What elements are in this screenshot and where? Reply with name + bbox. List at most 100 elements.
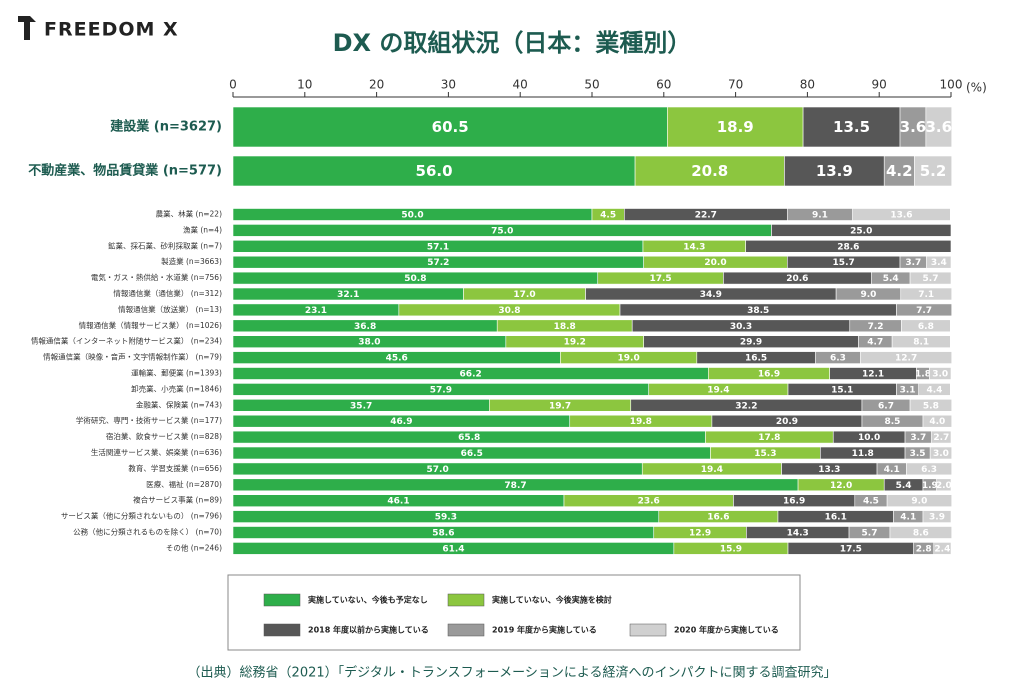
logo-icon (18, 16, 36, 40)
x-tick-label: 60 (656, 78, 671, 92)
logo-text: FREEDOM X (44, 19, 179, 41)
data-label: 75.0 (491, 226, 513, 236)
data-label: 10.0 (858, 433, 880, 443)
bar-segment (914, 155, 953, 187)
data-label: 46.9 (390, 417, 412, 427)
bar-segment (891, 335, 951, 349)
data-label: 15.7 (833, 258, 855, 268)
data-label: 13.5 (833, 118, 870, 136)
category-label: 漁業 (n=4) (183, 224, 222, 234)
data-label: 14.3 (787, 529, 809, 539)
data-label: 57.2 (427, 258, 449, 268)
data-label: 12.9 (689, 529, 711, 539)
bar-segment (925, 106, 953, 148)
data-label: 17.8 (758, 433, 780, 443)
bar-segment (906, 462, 953, 476)
category-label: 宿泊業、飲食サービス業 (n=828) (106, 431, 222, 441)
category-label: 農業、林業 (n=22) (156, 209, 222, 219)
bar-segment (852, 208, 951, 221)
data-label: 61.4 (442, 544, 464, 554)
bar-segment (232, 155, 636, 187)
x-tick-label: 70 (728, 78, 743, 92)
data-label: 12.7 (895, 354, 917, 364)
legend-label: 2018 年度以前から実施している (308, 625, 429, 635)
data-label: 8.5 (885, 417, 901, 427)
data-label: 12.1 (862, 370, 884, 380)
data-label: 4.1 (884, 465, 900, 475)
data-label: 4.2 (886, 162, 913, 180)
data-label: 23.6 (638, 497, 660, 507)
data-label: 13.3 (818, 465, 840, 475)
legend-label: 2020 年度から実施している (674, 625, 779, 635)
x-tick-label: 100 (940, 78, 963, 92)
bar-segment (929, 367, 952, 380)
bar-segment (889, 526, 953, 539)
category-label: 金融業、保険業 (n=743) (136, 399, 222, 409)
category-label: その他 (n=246) (166, 542, 222, 552)
data-label: 66.2 (460, 370, 482, 380)
data-label: 60.5 (432, 118, 469, 136)
data-label: 23.1 (305, 306, 327, 316)
legend-swatch (447, 623, 485, 637)
data-label: 58.6 (432, 529, 454, 539)
data-label: 50.0 (401, 211, 423, 221)
data-label: 8.1 (913, 338, 929, 348)
data-label: 38.0 (358, 338, 380, 348)
chart-title: DX の取組状況（日本：業種別） (333, 29, 692, 57)
category-label: 情報通信業（放送業） (n=13) (118, 304, 222, 314)
bar-segment (909, 271, 952, 285)
data-label: 16.6 (707, 513, 729, 523)
data-label: 46.1 (387, 497, 409, 507)
data-label: 3.6 (900, 118, 927, 136)
data-label: 1.9 (922, 481, 938, 491)
data-label: 19.4 (701, 465, 723, 475)
bar-segment (929, 446, 953, 460)
data-label: 4.5 (863, 497, 879, 507)
data-label: 28.6 (837, 242, 859, 252)
bar-segment (922, 510, 952, 523)
bar-segment (901, 319, 951, 333)
data-label: 56.0 (416, 162, 453, 180)
bar-segment (926, 255, 952, 269)
category-label: 製造業 (n=3663) (161, 256, 222, 266)
category-label: 教育、学習支援業 (n=656) (128, 463, 222, 473)
data-label: 6.3 (921, 465, 937, 475)
x-tick-label: 20 (369, 78, 384, 92)
category-label: 情報通信業（映像・音声・文字情報制作業） (n=79) (43, 352, 222, 362)
data-label: 57.9 (430, 385, 452, 395)
data-label: 2.4 (934, 544, 950, 554)
data-label: 1.8 (915, 370, 931, 380)
category-label: 公務（他に分類されるものを除く） (n=70) (73, 527, 222, 537)
x-tick-label: 40 (513, 78, 528, 92)
bar-segment (886, 494, 953, 508)
data-label: 20.6 (786, 274, 808, 284)
data-label: 78.7 (504, 481, 526, 491)
data-label: 3.1 (900, 385, 916, 395)
data-label: 5.2 (920, 162, 947, 180)
x-tick-label: 80 (800, 78, 815, 92)
data-label: 7.7 (916, 306, 932, 316)
category-label: 卸売業、小売業 (n=1846) (131, 383, 222, 393)
bar-segment (900, 287, 953, 301)
data-label: 9.0 (911, 497, 927, 507)
data-label: 4.7 (867, 338, 883, 348)
x-tick-label: 30 (441, 78, 456, 92)
bar-segment (896, 303, 953, 317)
data-label: 13.6 (890, 211, 912, 221)
data-label: 5.4 (883, 274, 899, 284)
data-label: 2.7 (933, 433, 949, 443)
category-label: 不動産業、物品賃貸業 (n=577) (28, 163, 222, 179)
bar-segment (860, 351, 953, 364)
data-label: 6.8 (918, 322, 934, 332)
legend-label: 実施していない、今後も予定なし (308, 595, 428, 605)
source: （出典）総務省（2021）「デジタル・トランスフォーメーションによる経済へのイン… (188, 665, 837, 681)
data-label: 17.0 (513, 290, 535, 300)
data-label: 9.1 (812, 211, 828, 221)
data-label: 16.9 (783, 497, 805, 507)
data-label: 36.8 (354, 322, 376, 332)
data-label: 4.1 (900, 513, 916, 523)
data-label: 3.0 (933, 449, 949, 459)
data-label: 45.6 (386, 354, 408, 364)
logo: FREEDOM X (18, 16, 179, 41)
